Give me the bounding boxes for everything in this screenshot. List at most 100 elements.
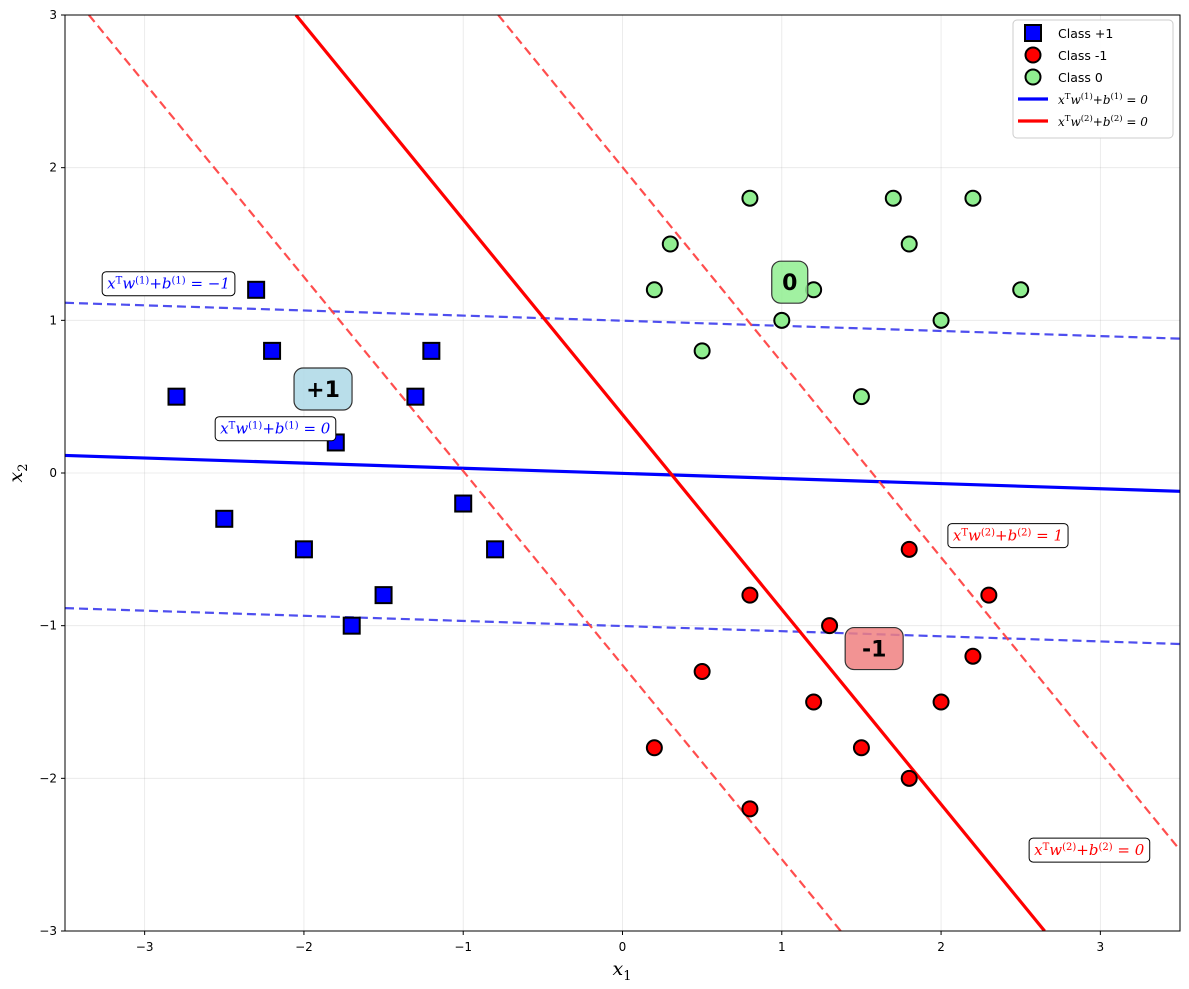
math-part: x bbox=[953, 527, 962, 545]
y-axis-title-subscript: 2 bbox=[16, 464, 31, 472]
math-part: x bbox=[107, 275, 116, 293]
math-part: +b bbox=[1093, 115, 1111, 129]
point-class--1 bbox=[821, 617, 839, 635]
margin-line bbox=[497, 15, 1180, 851]
point-class-plus1 bbox=[294, 540, 313, 559]
point-class-plus1 bbox=[215, 509, 234, 528]
math-part: +b bbox=[262, 420, 284, 438]
data-points bbox=[167, 189, 1030, 818]
math-superscript: (1) bbox=[285, 420, 299, 431]
point-class-plus1 bbox=[454, 494, 473, 513]
math-part: w bbox=[968, 527, 981, 545]
x-tick-label: 2 bbox=[937, 940, 945, 954]
line-annotation-text: xTw(2)+b(2) = 0 bbox=[1034, 841, 1145, 859]
legend-entry: Class +1 bbox=[1024, 24, 1113, 42]
line-annotation: xTw(2)+b(2) = 0 bbox=[1028, 837, 1151, 863]
line-annotation-box bbox=[947, 523, 1069, 549]
point-class-0 bbox=[773, 311, 791, 329]
point-class-plus1 bbox=[342, 616, 361, 635]
math-part: = 0 bbox=[1123, 93, 1149, 107]
point-class--1 bbox=[645, 739, 663, 757]
point-class-plus1 bbox=[263, 341, 282, 360]
x-tick-label: 0 bbox=[619, 940, 627, 954]
x-tick-label: 3 bbox=[1097, 940, 1105, 954]
math-superscript: (1) bbox=[135, 275, 149, 286]
point-class-0 bbox=[884, 189, 902, 207]
y-tick-label: 1 bbox=[49, 313, 57, 327]
line-annotation-text: xTw(1)+b(1) = 0 bbox=[220, 420, 331, 438]
math-superscript: T bbox=[961, 527, 968, 538]
point-class-plus1 bbox=[422, 341, 441, 360]
point-class-plus1 bbox=[167, 387, 186, 406]
point-class-0 bbox=[645, 281, 663, 299]
math-part: +b bbox=[149, 275, 171, 293]
point-class--1 bbox=[964, 647, 982, 665]
region-label-text: -1 bbox=[862, 638, 886, 663]
y-tick-label: 3 bbox=[49, 8, 57, 22]
point-class-0 bbox=[852, 388, 870, 406]
y-tick-label: 0 bbox=[49, 466, 57, 480]
region-label-text: +1 bbox=[306, 378, 340, 403]
math-part: +b bbox=[1076, 841, 1098, 859]
math-superscript: T bbox=[1065, 114, 1071, 124]
region-label-box bbox=[293, 367, 353, 411]
math-superscript: (1) bbox=[1111, 91, 1123, 102]
math-superscript: T bbox=[1065, 92, 1071, 102]
math-part: w bbox=[1070, 93, 1081, 107]
math-part: w bbox=[235, 420, 248, 438]
margin-line bbox=[88, 15, 842, 931]
point-class--1 bbox=[805, 693, 823, 711]
point-class-0 bbox=[693, 342, 711, 360]
margin-line bbox=[65, 301, 1180, 340]
point-class-0 bbox=[964, 189, 982, 207]
math-superscript: (2) bbox=[1017, 527, 1031, 538]
region-label-box bbox=[844, 626, 904, 671]
y-axis-title: x2 bbox=[5, 464, 31, 483]
math-part: w bbox=[1049, 841, 1062, 859]
legend-marker-circle bbox=[1024, 68, 1042, 86]
point-class--1 bbox=[693, 662, 711, 680]
boundary-line bbox=[65, 453, 1180, 493]
math-superscript: (2) bbox=[1062, 842, 1076, 853]
region-label: 0 bbox=[771, 260, 809, 304]
region-label-box bbox=[771, 260, 809, 304]
line-annotation-text: xTw(1)+b(1) = −1 bbox=[107, 275, 230, 293]
point-class-plus1 bbox=[374, 586, 393, 605]
point-class--1 bbox=[741, 800, 759, 818]
point-class-0 bbox=[741, 189, 759, 207]
point-class--1 bbox=[900, 769, 918, 787]
point-class--1 bbox=[900, 540, 918, 558]
point-class-0 bbox=[932, 311, 950, 329]
math-part: = 0 bbox=[1123, 115, 1149, 129]
region-labels: +1 0 -1 bbox=[293, 260, 904, 671]
math-part: +b bbox=[995, 527, 1017, 545]
y-tick-label: 2 bbox=[49, 161, 57, 175]
line-annotation-box bbox=[1028, 837, 1151, 863]
x-tick-label: −1 bbox=[454, 940, 472, 954]
point-class-0 bbox=[900, 235, 918, 253]
math-superscript: (2) bbox=[1111, 113, 1123, 124]
math-part: x bbox=[1058, 115, 1065, 129]
line-annotation: xTw(1)+b(1) = 0 bbox=[214, 416, 337, 442]
point-class--1 bbox=[980, 586, 998, 604]
boundary-line bbox=[294, 15, 1046, 931]
math-part: x bbox=[1058, 93, 1065, 107]
point-class--1 bbox=[741, 586, 759, 604]
legend-box bbox=[1012, 19, 1174, 139]
math-superscript: T bbox=[229, 420, 236, 431]
point-class-plus1 bbox=[247, 280, 266, 299]
region-label: -1 bbox=[844, 626, 904, 671]
y-tick-label: −3 bbox=[39, 924, 57, 938]
math-superscript: (1) bbox=[172, 275, 186, 286]
region-label-text: 0 bbox=[782, 271, 797, 296]
legend-label: Class 0 bbox=[1058, 70, 1103, 85]
point-class-plus1 bbox=[486, 540, 505, 559]
math-part: = 0 bbox=[1113, 841, 1145, 859]
math-part: x bbox=[220, 420, 229, 438]
math-part: w bbox=[1070, 115, 1081, 129]
math-superscript: (1) bbox=[1081, 91, 1093, 102]
line-annotation: xTw(1)+b(1) = −1 bbox=[101, 271, 236, 297]
x-axis-title-subscript: 1 bbox=[623, 969, 631, 984]
